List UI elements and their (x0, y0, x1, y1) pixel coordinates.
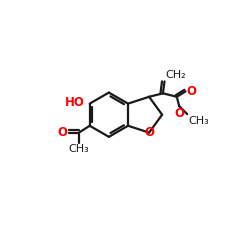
Text: O: O (186, 85, 196, 98)
Text: HO: HO (65, 96, 85, 109)
Text: CH₃: CH₃ (188, 116, 209, 126)
Text: CH₂: CH₂ (166, 70, 186, 80)
Text: O: O (144, 126, 154, 139)
Text: O: O (174, 107, 184, 120)
Text: O: O (58, 126, 68, 138)
Text: CH₃: CH₃ (69, 144, 89, 154)
